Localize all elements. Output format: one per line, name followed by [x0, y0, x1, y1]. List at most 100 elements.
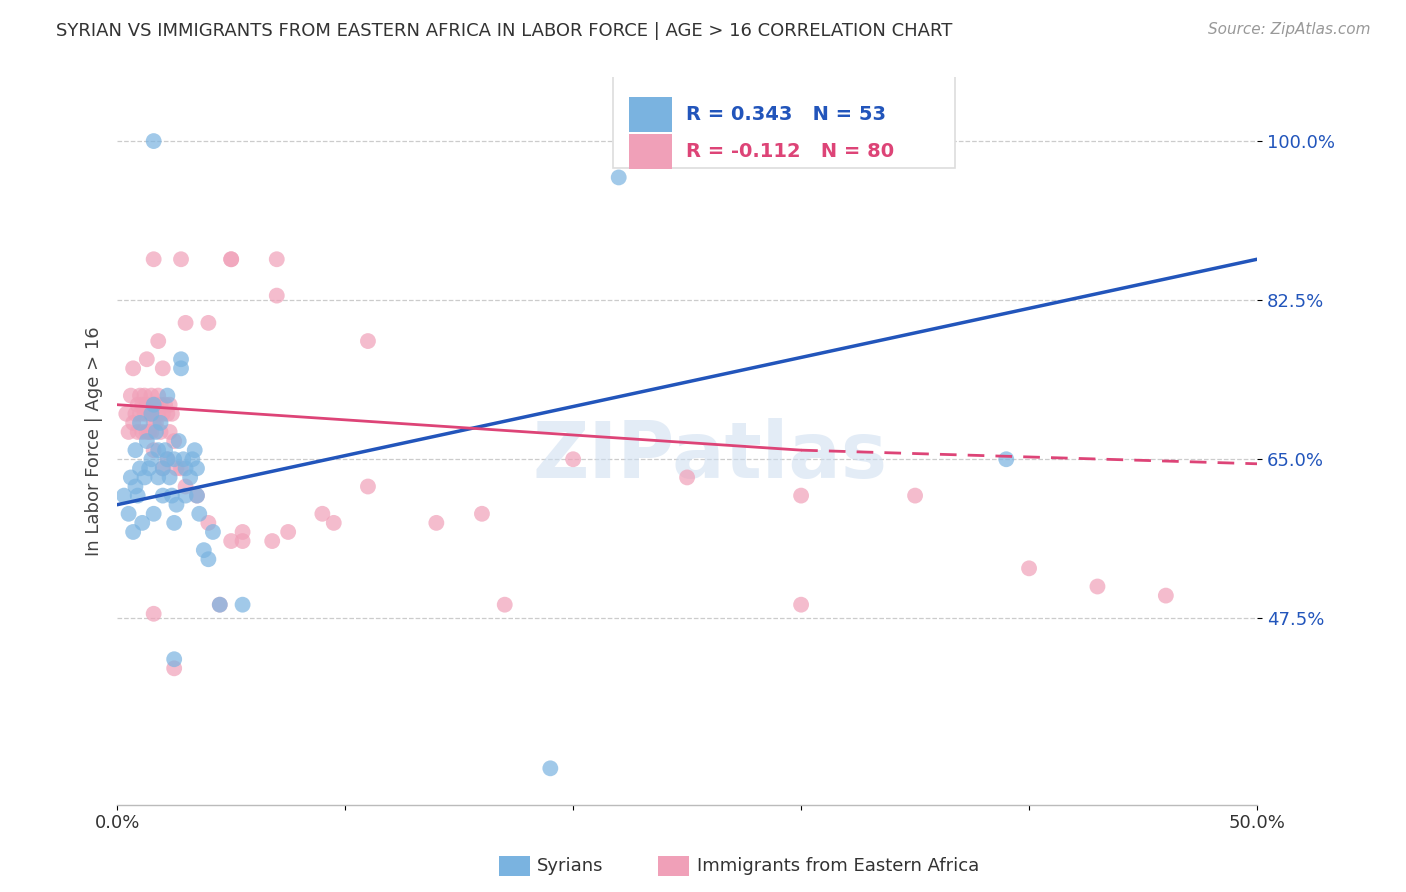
Point: [142, 507, 165, 521]
Point: [262, 534, 284, 549]
Point: [153, 443, 176, 458]
Text: Immigrants from Eastern Africa: Immigrants from Eastern Africa: [697, 857, 980, 875]
Point: [186, 461, 208, 475]
Point: [232, 534, 254, 549]
Point: [142, 398, 165, 412]
Point: [142, 416, 165, 430]
Point: [141, 452, 163, 467]
Point: [149, 425, 172, 439]
Point: [995, 452, 1018, 467]
Point: [120, 389, 142, 403]
Point: [208, 598, 231, 612]
Point: [142, 252, 165, 267]
Point: [904, 489, 927, 503]
Point: [163, 661, 186, 675]
Point: [129, 389, 152, 403]
Point: [112, 489, 135, 503]
Point: [197, 552, 219, 566]
Point: [145, 425, 167, 439]
Point: [127, 489, 149, 503]
Point: [181, 452, 204, 467]
Point: [115, 407, 138, 421]
Point: [197, 516, 219, 530]
Point: [148, 334, 170, 348]
Point: [134, 389, 156, 403]
Point: [117, 507, 139, 521]
Point: [124, 407, 146, 421]
Point: [152, 461, 174, 475]
Point: [122, 524, 145, 539]
Point: [142, 607, 165, 621]
Point: [790, 598, 813, 612]
Point: [148, 470, 170, 484]
Point: [152, 461, 174, 475]
Point: [141, 407, 163, 421]
Point: [208, 598, 231, 612]
Point: [142, 398, 165, 412]
Text: Syrians: Syrians: [537, 857, 603, 875]
Point: [120, 470, 142, 484]
Point: [163, 516, 186, 530]
Point: [156, 389, 179, 403]
Text: R = -0.112   N = 80: R = -0.112 N = 80: [686, 142, 894, 161]
Text: SYRIAN VS IMMIGRANTS FROM EASTERN AFRICA IN LABOR FORCE | AGE > 16 CORRELATION C: SYRIAN VS IMMIGRANTS FROM EASTERN AFRICA…: [56, 22, 953, 40]
Point: [166, 461, 188, 475]
Point: [1087, 580, 1109, 594]
Point: [167, 434, 190, 448]
Point: [266, 288, 288, 302]
Point: [124, 479, 146, 493]
Bar: [628, 97, 672, 132]
Point: [357, 334, 380, 348]
Point: [170, 352, 193, 367]
Point: [163, 652, 186, 666]
Point: [219, 534, 242, 549]
Point: [149, 416, 172, 430]
Point: [170, 361, 193, 376]
Point: [166, 498, 188, 512]
Point: [160, 407, 183, 421]
Point: [357, 479, 380, 493]
Point: [152, 407, 174, 421]
Point: [131, 398, 153, 412]
Point: [141, 389, 163, 403]
Point: [122, 361, 145, 376]
Point: [149, 398, 172, 412]
Point: [141, 425, 163, 439]
Point: [138, 461, 160, 475]
Point: [174, 489, 197, 503]
FancyBboxPatch shape: [613, 74, 955, 169]
Text: Source: ZipAtlas.com: Source: ZipAtlas.com: [1208, 22, 1371, 37]
Point: [494, 598, 516, 612]
Point: [174, 461, 197, 475]
Bar: [628, 134, 672, 169]
Point: [266, 252, 288, 267]
Point: [219, 252, 242, 267]
Point: [219, 252, 242, 267]
Point: [197, 316, 219, 330]
Point: [156, 452, 179, 467]
Point: [135, 425, 157, 439]
Point: [129, 407, 152, 421]
Point: [174, 316, 197, 330]
Point: [201, 524, 224, 539]
Point: [1154, 589, 1177, 603]
Point: [138, 407, 160, 421]
Point: [163, 452, 186, 467]
Point: [141, 407, 163, 421]
Point: [172, 452, 194, 467]
Point: [152, 361, 174, 376]
Point: [148, 407, 170, 421]
Point: [186, 489, 208, 503]
Point: [156, 452, 179, 467]
Point: [193, 543, 215, 558]
Point: [127, 398, 149, 412]
Point: [607, 170, 630, 185]
Point: [163, 434, 186, 448]
Point: [129, 416, 152, 430]
Point: [145, 398, 167, 412]
Point: [134, 470, 156, 484]
Point: [129, 461, 152, 475]
Point: [145, 416, 167, 430]
Point: [135, 352, 157, 367]
Text: ZIPatlas: ZIPatlas: [533, 417, 887, 493]
